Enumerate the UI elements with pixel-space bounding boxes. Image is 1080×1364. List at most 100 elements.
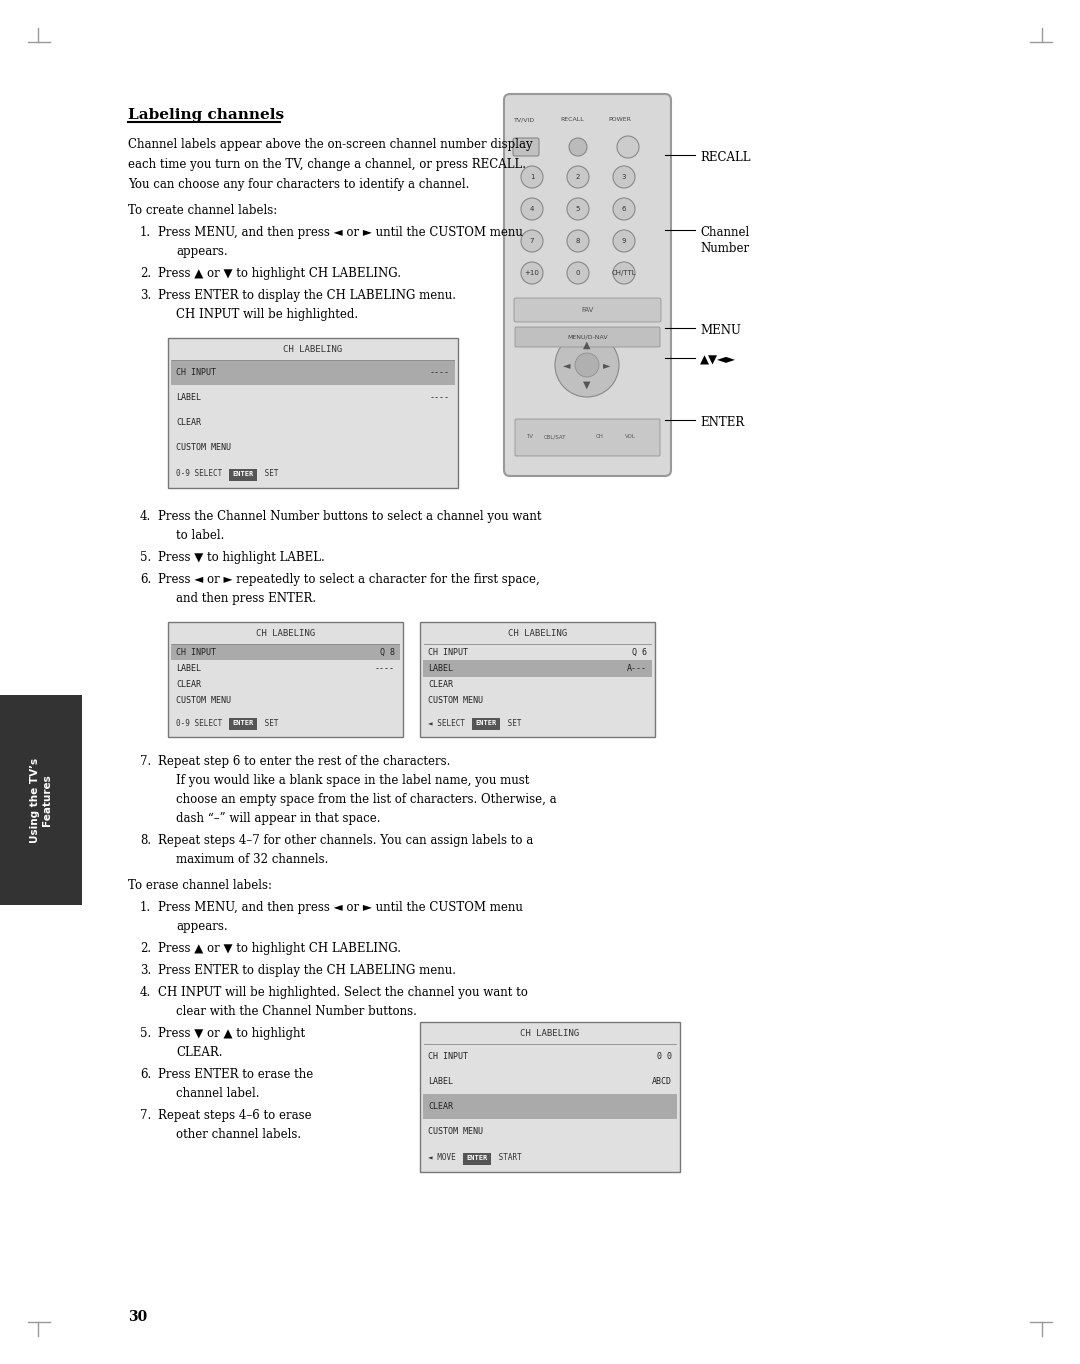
Text: +10: +10 — [525, 270, 539, 276]
Text: CH LABELING: CH LABELING — [521, 1028, 580, 1038]
Text: RECALL: RECALL — [700, 151, 751, 164]
Text: 7: 7 — [530, 237, 535, 244]
Bar — [0, 696, 82, 904]
Text: ENTER: ENTER — [700, 416, 744, 430]
Bar — [423, 660, 652, 677]
Text: 8.: 8. — [140, 833, 151, 847]
Text: Channel: Channel — [700, 226, 750, 239]
Text: other channel labels.: other channel labels. — [176, 1128, 301, 1142]
Bar — [171, 644, 400, 660]
Text: To create channel labels:: To create channel labels: — [129, 205, 278, 217]
Text: ----: ---- — [375, 664, 395, 672]
Text: CUSTOM MENU: CUSTOM MENU — [176, 443, 231, 451]
Text: 6.: 6. — [140, 1068, 151, 1082]
Text: 3: 3 — [622, 175, 626, 180]
Circle shape — [521, 231, 543, 252]
Circle shape — [613, 262, 635, 284]
Text: Repeat steps 4–6 to erase: Repeat steps 4–6 to erase — [158, 1109, 312, 1123]
Text: to label.: to label. — [176, 529, 225, 542]
Text: appears.: appears. — [176, 919, 228, 933]
Text: 8: 8 — [576, 237, 580, 244]
Text: If you would like a blank space in the label name, you must: If you would like a blank space in the l… — [176, 773, 529, 787]
Text: maximum of 32 channels.: maximum of 32 channels. — [176, 852, 328, 866]
Text: ENTER: ENTER — [467, 1155, 488, 1161]
Bar — [171, 360, 455, 385]
Text: 9: 9 — [622, 237, 626, 244]
Circle shape — [613, 198, 635, 220]
Text: CLEAR: CLEAR — [428, 1102, 453, 1112]
Text: Using the TV’s
Features: Using the TV’s Features — [30, 757, 52, 843]
Circle shape — [521, 198, 543, 220]
Text: Press ◄ or ► repeatedly to select a character for the first space,: Press ◄ or ► repeatedly to select a char… — [158, 573, 540, 587]
Text: 7.: 7. — [140, 756, 151, 768]
Text: POWER: POWER — [608, 117, 632, 121]
Text: CH: CH — [596, 435, 604, 439]
Text: CH/TTL: CH/TTL — [611, 270, 636, 276]
Text: Repeat steps 4–7 for other channels. You can assign labels to a: Repeat steps 4–7 for other channels. You… — [158, 833, 534, 847]
Circle shape — [617, 136, 639, 158]
Circle shape — [521, 262, 543, 284]
Circle shape — [567, 166, 589, 188]
Text: 5.: 5. — [140, 1027, 151, 1039]
Text: 6: 6 — [622, 206, 626, 211]
Text: CH INPUT: CH INPUT — [176, 648, 216, 656]
Text: 7.: 7. — [140, 1109, 151, 1123]
Text: To erase channel labels:: To erase channel labels: — [129, 878, 272, 892]
Circle shape — [613, 231, 635, 252]
Text: each time you turn on the TV, change a channel, or press RECALL.: each time you turn on the TV, change a c… — [129, 158, 526, 170]
FancyBboxPatch shape — [513, 138, 539, 155]
Text: ENTER: ENTER — [232, 471, 254, 477]
Text: Press the Channel Number buttons to select a channel you want: Press the Channel Number buttons to sele… — [158, 510, 541, 522]
Text: You can choose any four characters to identify a channel.: You can choose any four characters to id… — [129, 177, 470, 191]
Text: CH INPUT: CH INPUT — [428, 648, 468, 656]
Text: A---: A--- — [627, 664, 647, 672]
Text: ▲▼◄►: ▲▼◄► — [700, 355, 735, 367]
Text: ▲: ▲ — [583, 340, 591, 351]
Text: ◄: ◄ — [564, 360, 570, 370]
Text: 2.: 2. — [140, 943, 151, 955]
Text: LABEL: LABEL — [428, 664, 453, 672]
Text: ENTER: ENTER — [475, 720, 497, 726]
FancyBboxPatch shape — [515, 327, 660, 346]
Bar — [423, 1094, 677, 1118]
Text: CLEAR: CLEAR — [176, 681, 201, 689]
Text: 4: 4 — [530, 206, 535, 211]
Text: Channel labels appear above the on-screen channel number display: Channel labels appear above the on-scree… — [129, 138, 532, 151]
Circle shape — [613, 166, 635, 188]
Text: START: START — [494, 1154, 522, 1162]
Text: CLEAR: CLEAR — [428, 681, 453, 689]
Text: ----: ---- — [430, 368, 450, 376]
Text: CLEAR: CLEAR — [176, 417, 201, 427]
Text: 1: 1 — [530, 175, 535, 180]
Bar — [463, 1153, 491, 1165]
Text: VOL: VOL — [624, 435, 635, 439]
Text: appears.: appears. — [176, 246, 228, 258]
Text: 6.: 6. — [140, 573, 151, 587]
Text: CH LABELING: CH LABELING — [256, 629, 315, 637]
Text: Press ENTER to display the CH LABELING menu.: Press ENTER to display the CH LABELING m… — [158, 964, 456, 977]
Text: 0-9 SELECT: 0-9 SELECT — [176, 719, 231, 727]
Text: ►: ► — [604, 360, 611, 370]
Text: Labeling channels: Labeling channels — [129, 108, 284, 121]
Text: CH INPUT will be highlighted.: CH INPUT will be highlighted. — [176, 308, 359, 321]
Text: Press ENTER to display the CH LABELING menu.: Press ENTER to display the CH LABELING m… — [158, 289, 456, 301]
Circle shape — [567, 231, 589, 252]
Text: choose an empty space from the list of characters. Otherwise, a: choose an empty space from the list of c… — [176, 792, 556, 806]
Text: TV: TV — [527, 435, 534, 439]
Text: TV/VID: TV/VID — [514, 117, 536, 121]
Text: Press ▼ or ▲ to highlight: Press ▼ or ▲ to highlight — [158, 1027, 306, 1039]
Text: 2.: 2. — [140, 267, 151, 280]
Text: CUSTOM MENU: CUSTOM MENU — [428, 1127, 483, 1136]
Bar — [229, 717, 257, 730]
Text: 5: 5 — [576, 206, 580, 211]
Text: channel label.: channel label. — [176, 1087, 259, 1099]
Text: CH INPUT: CH INPUT — [428, 1052, 468, 1061]
FancyBboxPatch shape — [504, 94, 671, 476]
Text: ▼: ▼ — [583, 381, 591, 390]
Text: 4.: 4. — [140, 986, 151, 998]
Bar — [229, 469, 257, 481]
Text: CLEAR.: CLEAR. — [176, 1046, 222, 1058]
Text: FAV: FAV — [581, 307, 594, 312]
Text: Press ENTER to erase the: Press ENTER to erase the — [158, 1068, 313, 1082]
Text: CH LABELING: CH LABELING — [508, 629, 567, 637]
